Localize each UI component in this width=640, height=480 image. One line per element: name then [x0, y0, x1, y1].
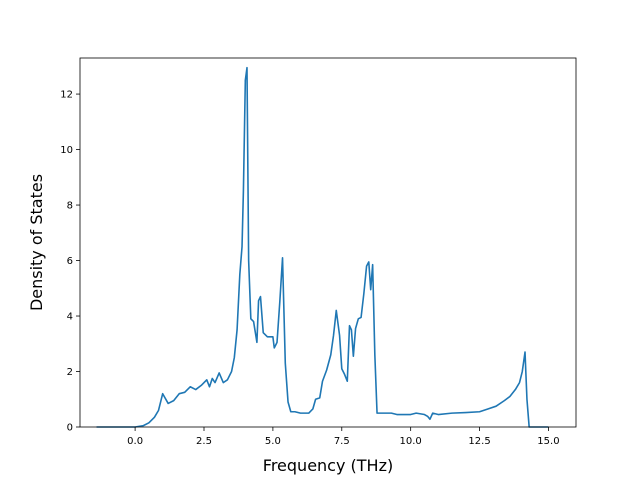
y-tick-label: 12	[60, 90, 73, 101]
x-tick-label: 12.5	[468, 436, 490, 447]
y-tick-label: 4	[67, 312, 73, 323]
y-axis-title: Density of States	[27, 174, 46, 311]
series-line-0	[96, 66, 549, 428]
y-axis-ticks: 0 2 4 6 8 10 12	[60, 90, 80, 434]
plot-area	[96, 66, 549, 428]
x-tick-label: 10.0	[400, 436, 422, 447]
x-tick-label: 2.5	[196, 436, 212, 447]
y-tick-label: 0	[67, 423, 73, 434]
x-tick-label: 7.5	[334, 436, 350, 447]
x-tick-label: 15.0	[537, 436, 559, 447]
y-tick-label: 10	[60, 145, 73, 156]
y-tick-label: 2	[67, 367, 73, 378]
x-tick-label: 0.0	[127, 436, 143, 447]
x-axis-ticks: 0.0 2.5 5.0 7.5 10.0 12.5 15.0	[127, 427, 560, 447]
y-tick-label: 6	[67, 256, 73, 267]
axes-frame	[79, 57, 577, 428]
y-tick-label: 8	[67, 201, 73, 212]
x-axis-title: Frequency (THz)	[263, 456, 393, 475]
x-tick-label: 5.0	[265, 436, 281, 447]
